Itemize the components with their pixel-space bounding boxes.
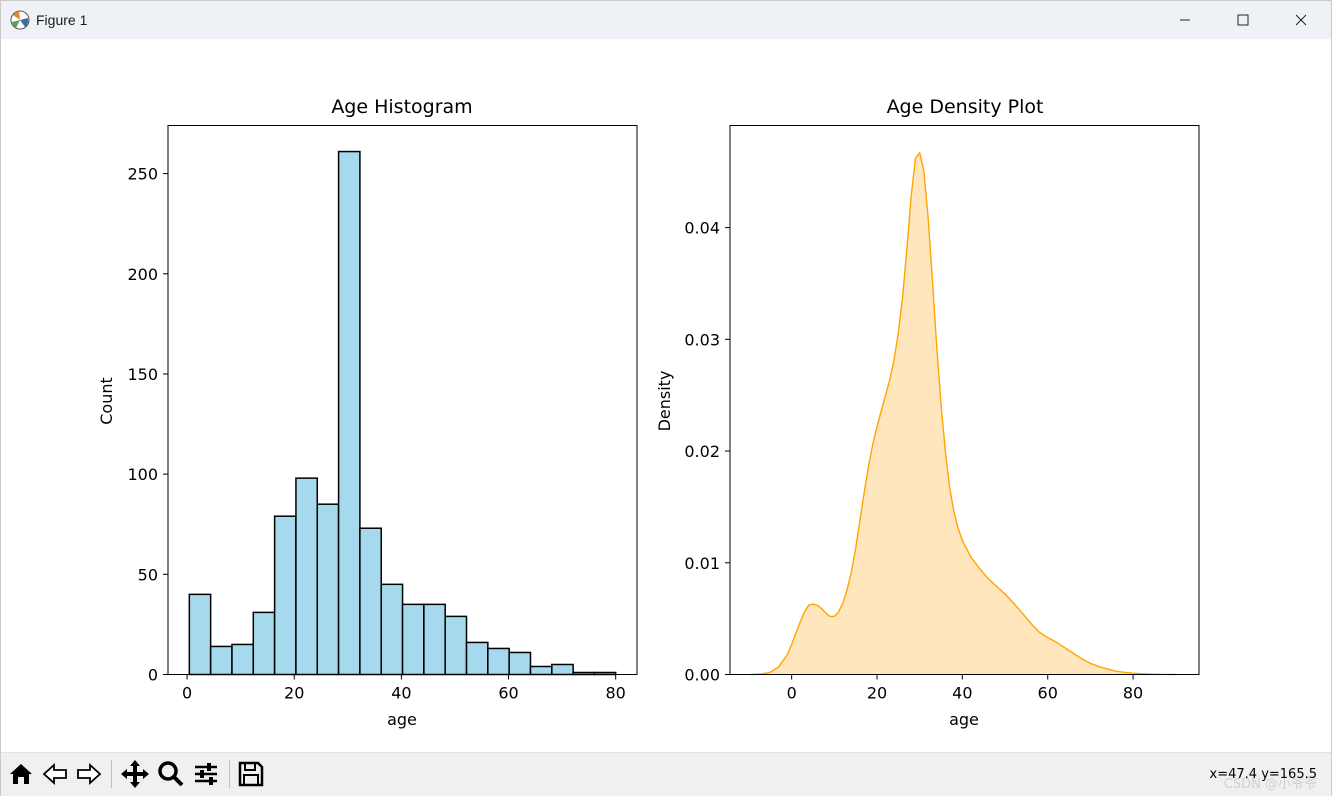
magnifier-icon — [158, 761, 184, 787]
histogram-bar — [529, 665, 553, 676]
density-x-tick-label: 40 — [952, 684, 972, 703]
histogram-bar — [444, 615, 468, 676]
maximize-button[interactable] — [1214, 1, 1272, 39]
back-button[interactable] — [39, 758, 71, 790]
density-y-ticks: 0.00 0.01 0.02 0.03 0.04 — [684, 219, 730, 685]
move-arrows-icon — [121, 760, 149, 788]
histogram-bar — [551, 663, 574, 676]
cursor-coordinates: x=47.4 y=165.5 — [1209, 767, 1317, 782]
density-y-tick-label: 0.04 — [684, 219, 720, 238]
window-title: Figure 1 — [36, 12, 88, 28]
histogram-x-tick-label: 0 — [182, 684, 192, 703]
configure-subplots-button[interactable] — [190, 758, 222, 790]
density-curve-line — [751, 151, 1176, 676]
density-x-tick-label: 80 — [1123, 684, 1143, 703]
histogram-bars — [188, 150, 617, 676]
density-y-label: Density — [655, 371, 674, 432]
forward-arrow-icon — [77, 762, 102, 786]
histogram-y-ticks: 0 50 100 150 200 250 — [127, 165, 168, 685]
density-title: Age Density Plot — [887, 96, 1044, 118]
toolbar-separator — [229, 760, 230, 788]
histogram-bar — [487, 647, 510, 676]
watermark-text: CSDN @小爷爷 — [1223, 777, 1317, 792]
histogram-axes-frame — [167, 125, 638, 675]
density-x-tick-label: 0 — [787, 684, 797, 703]
histogram-bar — [295, 477, 319, 676]
density-y-tick-label: 0.03 — [684, 330, 720, 349]
forward-button[interactable] — [73, 758, 105, 790]
histogram-x-ticks: 0 20 40 60 80 — [182, 674, 626, 703]
home-button[interactable] — [5, 758, 37, 790]
histogram-x-label: age — [387, 710, 417, 729]
density-chart: Age Density Plot 0 20 40 60 80 0.000.010.020… — [655, 96, 1200, 729]
histogram-y-tick-label: 100 — [127, 465, 158, 484]
figure-canvas[interactable]: Age Histogram 0 20 40 60 80 0 50 100 150 200 250 … — [1, 39, 1331, 751]
histogram-bar — [508, 651, 532, 676]
close-button[interactable] — [1272, 1, 1330, 39]
histogram-x-tick-label: 80 — [605, 684, 625, 703]
histogram-chart: Age Histogram 0 20 40 60 80 050100150200250 … — [97, 96, 638, 729]
density-x-tick-label: 20 — [867, 684, 887, 703]
histogram-bar — [188, 593, 212, 676]
density-axes-frame — [729, 125, 1200, 675]
minimize-icon — [1180, 19, 1190, 21]
density-y-tick-label: 0.02 — [684, 442, 720, 461]
histogram-bar — [209, 645, 233, 676]
maximize-icon — [1237, 14, 1249, 26]
toolbar-separator — [111, 760, 112, 788]
density-y-tick-label: 0.01 — [684, 554, 720, 573]
zoom-button[interactable] — [155, 758, 187, 790]
histogram-title: Age Histogram — [331, 96, 472, 118]
histogram-y-label: Count — [97, 377, 116, 425]
histogram-y-tick-label: 150 — [127, 365, 158, 384]
histogram-bar — [359, 527, 382, 676]
home-icon — [10, 764, 32, 784]
histogram-bar — [337, 150, 361, 676]
navigation-toolbar: CSDN @小爷爷 x=47.4 y=165.5 — [1, 752, 1331, 796]
back-arrow-icon — [42, 762, 67, 786]
density-x-ticks: 0 20 40 60 80 — [787, 674, 1143, 703]
sliders-icon — [195, 763, 217, 785]
close-icon — [1295, 14, 1307, 26]
title-bar: Figure 1 — [1, 1, 1331, 39]
histogram-bar — [273, 515, 297, 676]
histogram-y-tick-label: 250 — [127, 165, 158, 184]
histogram-y-tick-label: 200 — [127, 265, 158, 284]
histogram-bar — [231, 643, 255, 676]
density-fill-area — [751, 152, 1176, 675]
density-y-tick-label: 0.00 — [684, 666, 720, 685]
histogram-bar — [423, 603, 446, 676]
histogram-bar — [316, 503, 340, 676]
histogram-x-tick-label: 20 — [284, 684, 304, 703]
matplotlib-icon — [10, 10, 30, 30]
figure-svg: Age Histogram 0 20 40 60 80 050100150200250 … — [97, 96, 1200, 729]
histogram-bar — [252, 611, 276, 676]
minimize-button[interactable] — [1156, 1, 1214, 39]
histogram-bar — [401, 603, 425, 676]
histogram-x-tick-label: 40 — [391, 684, 411, 703]
floppy-disk-icon — [238, 761, 264, 787]
pan-button[interactable] — [119, 758, 151, 790]
histogram-bar — [380, 583, 404, 676]
histogram-bar — [465, 641, 489, 676]
histogram-y-tick-label: 0 — [148, 666, 158, 685]
save-button[interactable] — [235, 758, 267, 790]
histogram-x-tick-label: 60 — [498, 684, 518, 703]
density-x-tick-label: 60 — [1038, 684, 1058, 703]
density-x-label: age — [949, 710, 979, 729]
histogram-y-tick-label: 50 — [138, 565, 158, 584]
